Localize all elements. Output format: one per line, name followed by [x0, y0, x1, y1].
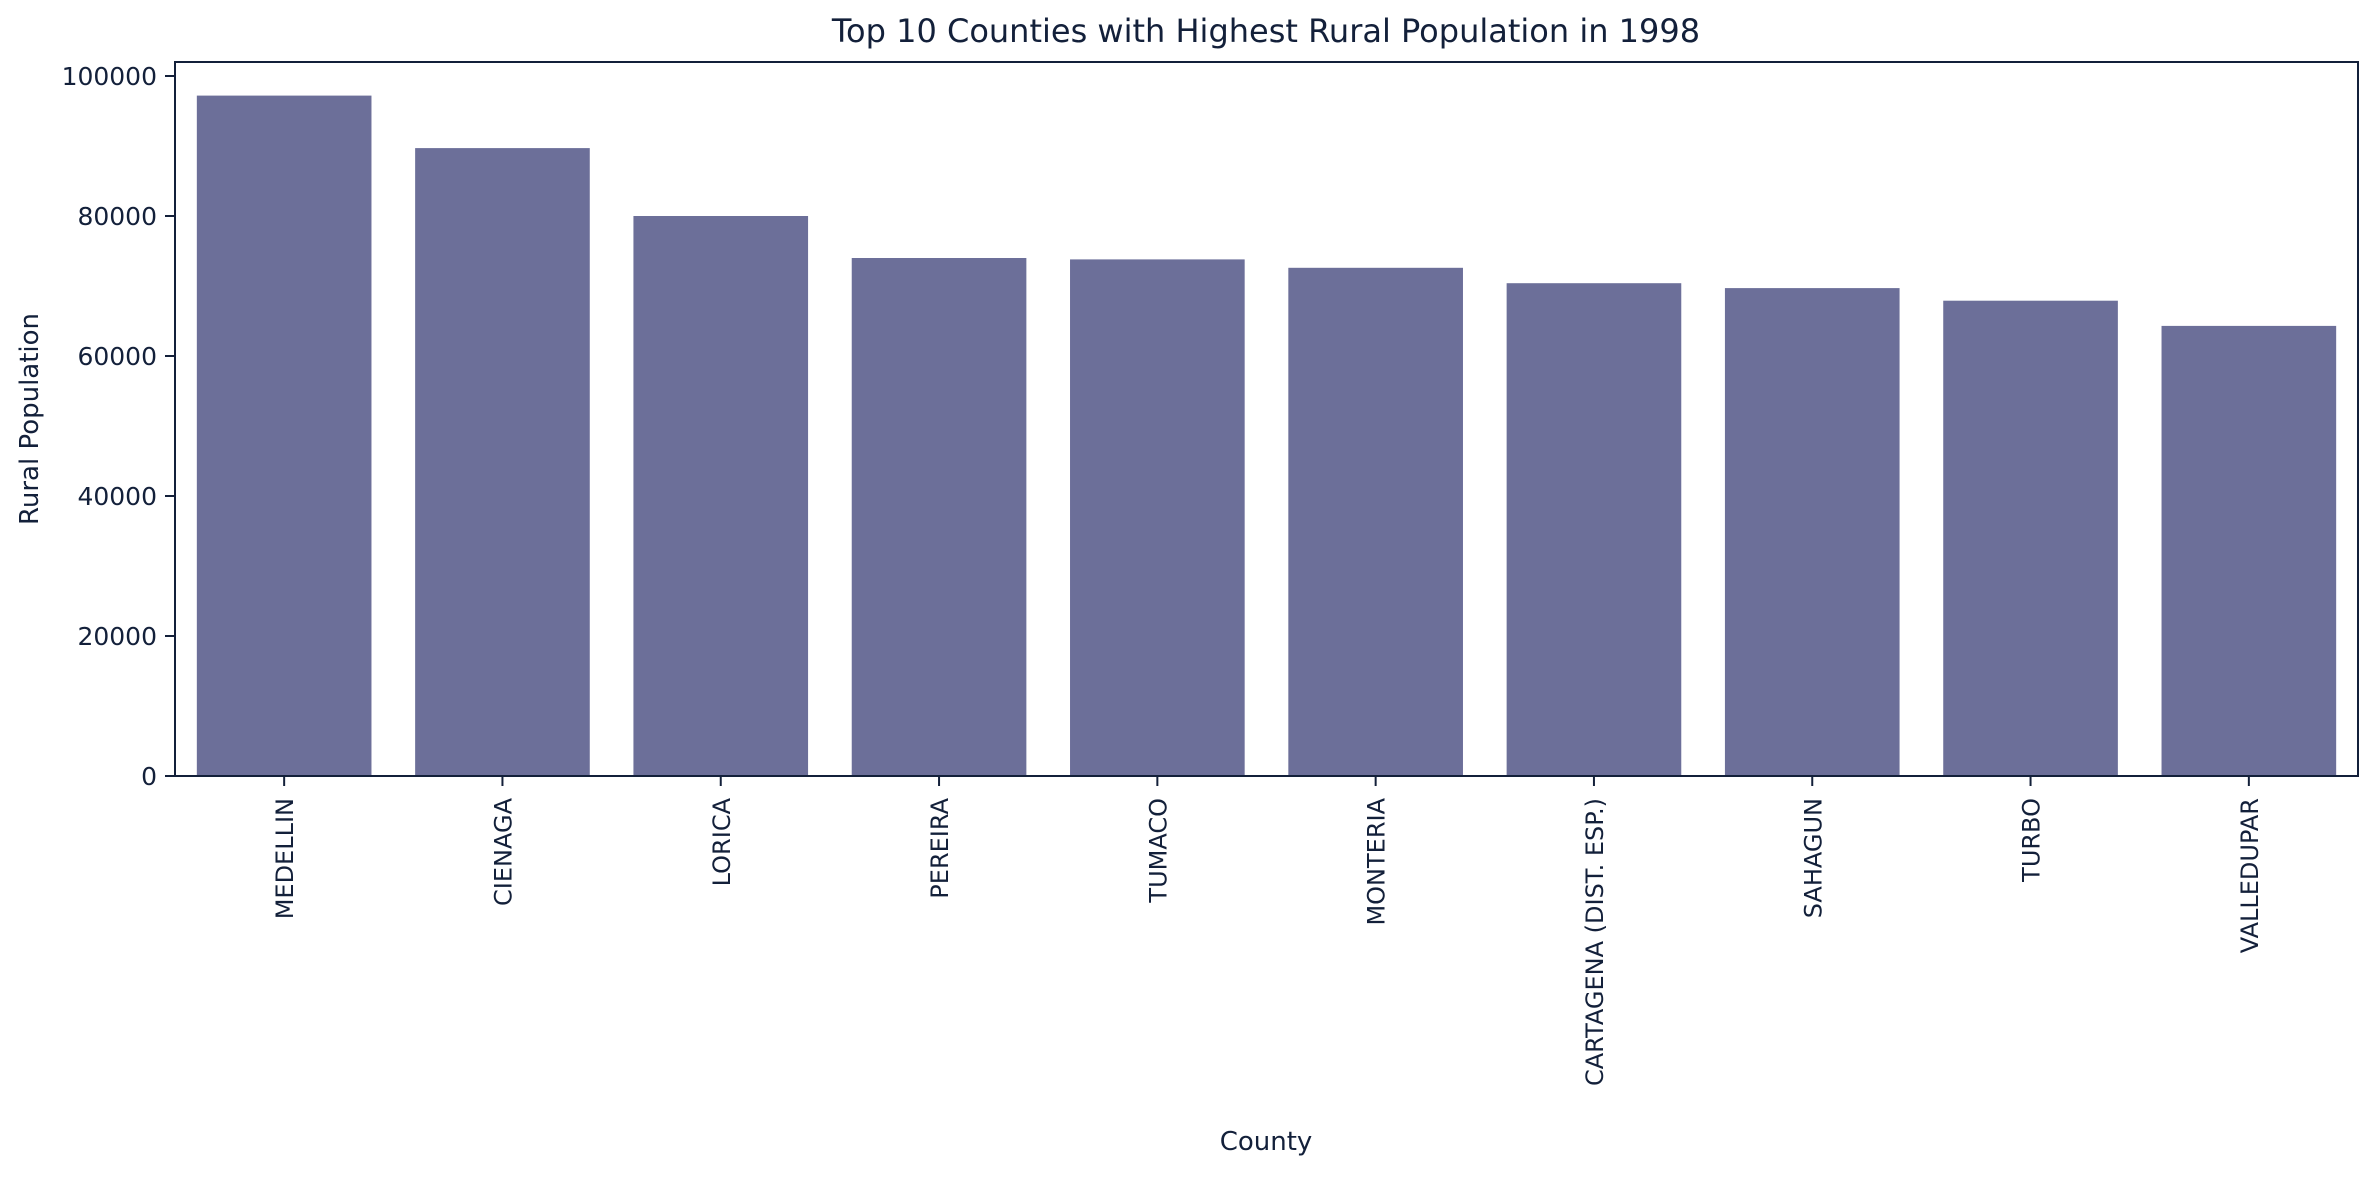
bars-group [196, 95, 2337, 777]
x-axis: MEDELLIN CIENAGA LORICA PEREIRA TUMACO MONTER… [271, 776, 2264, 1086]
y-axis-label: Rural Population [15, 313, 45, 525]
bar-medellin [196, 95, 372, 777]
x-tick-label: TUMACO [1144, 798, 1172, 904]
y-tick-label: 0 [141, 762, 157, 791]
x-tick-label: CIENAGA [489, 797, 517, 906]
plot-frame [174, 61, 2359, 777]
x-tick-label: PEREIRA [926, 797, 954, 898]
bar-monteria [1288, 267, 1463, 776]
y-tick-label: 60000 [77, 342, 157, 371]
y-tick-label: 40000 [77, 482, 157, 511]
x-tick-label: SAHAGUN [1799, 798, 1827, 918]
x-tick-label: CARTAGENA (DIST. ESP.) [1581, 798, 1609, 1086]
bar-turbo [1943, 300, 2118, 776]
y-tick-label: 80000 [77, 202, 157, 231]
bar-tumaco [1070, 259, 1245, 776]
x-tick-label: MONTERIA [1363, 797, 1391, 925]
chart-title: Top 10 Counties with Highest Rural Popul… [831, 12, 1700, 50]
bar-sahagun [1724, 288, 1900, 776]
x-tick-label: MEDELLIN [271, 798, 299, 919]
bar-valledupar [2161, 325, 2337, 776]
x-tick-label: LORICA [708, 797, 736, 886]
bar-cartagena-dist-esp [1506, 283, 1682, 776]
x-tick-label: TURBO [2018, 798, 2046, 883]
y-axis: 0 20000 40000 60000 80000 100000 [62, 62, 175, 791]
bar-pereira [851, 258, 1027, 776]
y-tick-label: 100000 [62, 62, 157, 91]
bar-cienaga [415, 148, 590, 777]
x-tick-label: VALLEDUPAR [2236, 798, 2264, 953]
x-axis-label: County [1220, 1127, 1313, 1157]
bar-lorica [633, 216, 809, 776]
y-tick-label: 20000 [77, 622, 157, 651]
